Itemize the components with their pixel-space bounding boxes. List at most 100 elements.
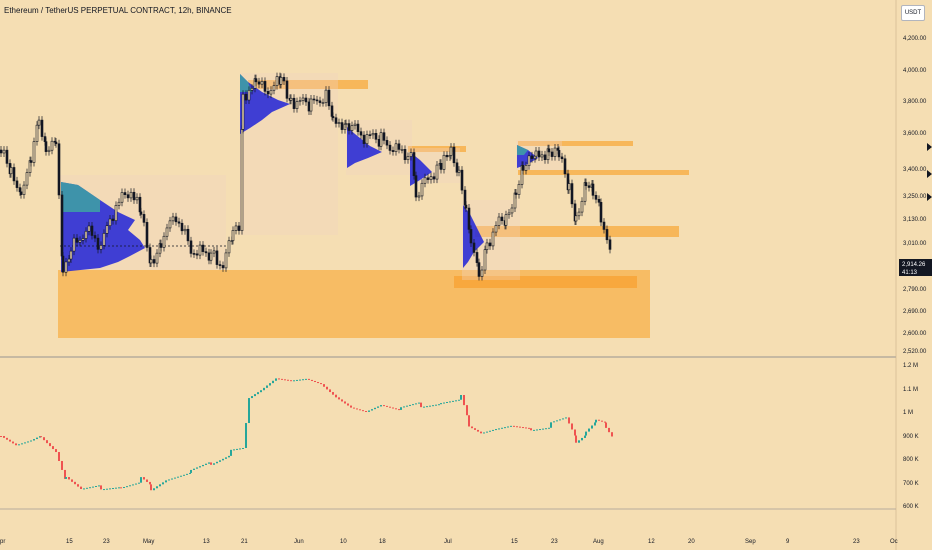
candle-body xyxy=(129,191,133,199)
volume-bar xyxy=(80,486,82,490)
time-axis[interactable]: pr 15 23 May 13 21 Jun 10 18 Jul 15 23 A… xyxy=(0,539,898,545)
currency-button[interactable]: USDT xyxy=(901,5,925,21)
candle-body xyxy=(318,100,322,103)
volume-bar xyxy=(356,408,358,410)
candle-body xyxy=(15,180,19,188)
volume-bar xyxy=(210,462,212,465)
volume-bar xyxy=(395,408,397,410)
candle-body xyxy=(347,123,351,131)
volume-bar xyxy=(174,477,176,479)
volume-bar xyxy=(260,390,262,393)
price-candles xyxy=(0,72,612,281)
volume-bar xyxy=(61,460,63,470)
volume-bar xyxy=(129,485,131,487)
volume-bar xyxy=(103,489,105,491)
candle-body xyxy=(414,175,418,198)
volume-bar xyxy=(418,402,420,404)
volume-bar xyxy=(230,449,232,456)
volume-bar xyxy=(100,485,102,490)
volume-bar xyxy=(516,426,518,428)
candle-body xyxy=(90,225,94,236)
candle-body xyxy=(409,152,413,157)
symbol-title[interactable]: Ethereum / TetherUS PERPETUAL CONTRACT, … xyxy=(4,6,232,15)
demand-zone-strip[interactable] xyxy=(454,276,637,288)
volume-bar xyxy=(398,409,400,411)
volume-pane[interactable] xyxy=(0,378,613,491)
supply-zone-jul-mid[interactable] xyxy=(518,170,689,175)
candle-body xyxy=(412,152,416,176)
candle-body xyxy=(29,160,33,163)
candle-body xyxy=(209,252,213,261)
price-tick: 2,690.00 xyxy=(903,309,927,315)
candle-body xyxy=(183,228,187,232)
candle-body xyxy=(186,228,190,242)
volume-bar xyxy=(208,462,210,464)
volume-bar xyxy=(305,378,307,380)
volume-bar xyxy=(77,484,79,487)
demand-zone-jul[interactable] xyxy=(475,226,679,237)
candle-body xyxy=(192,253,196,255)
candle-body xyxy=(469,229,473,244)
volume-bar xyxy=(92,486,94,488)
volume-bar xyxy=(278,378,280,380)
candle-body xyxy=(145,222,149,248)
volume-bar xyxy=(189,472,191,474)
supply-zone-jul-top[interactable] xyxy=(518,141,633,146)
bar-countdown: 41:13 xyxy=(902,270,918,276)
supply-zone-may[interactable] xyxy=(248,80,368,89)
volume-bar xyxy=(466,405,468,416)
supply-zone-jun[interactable] xyxy=(408,146,466,152)
candle-body xyxy=(312,98,316,101)
volume-bar xyxy=(440,403,442,405)
price-tick: 3,010.00 xyxy=(903,241,927,247)
candle-body xyxy=(237,225,241,231)
volume-bar xyxy=(18,444,20,446)
volume-bar xyxy=(156,486,158,489)
candle-body xyxy=(0,149,3,154)
volume-bar xyxy=(12,441,14,444)
candle-body xyxy=(602,221,606,230)
volume-bar xyxy=(556,420,558,422)
candle-body xyxy=(189,240,193,254)
volume-bar xyxy=(426,406,428,408)
volume-bar xyxy=(403,406,405,408)
volume-bar xyxy=(383,405,385,407)
candle-body xyxy=(61,255,65,273)
time-tick: 18 xyxy=(379,539,386,545)
candle-body xyxy=(135,196,139,201)
volume-bar xyxy=(320,383,322,385)
volume-tick: 1.1 M xyxy=(903,387,918,393)
candle-body xyxy=(417,195,421,198)
candle-body xyxy=(2,149,6,154)
volume-bar xyxy=(58,452,60,461)
volume-bar xyxy=(350,405,352,408)
candle-body xyxy=(155,252,159,264)
volume-bar xyxy=(242,447,244,449)
candle-body xyxy=(117,201,121,206)
candle-body xyxy=(244,93,248,101)
candle-body xyxy=(60,194,64,257)
candle-body xyxy=(527,155,531,167)
volume-bar xyxy=(9,439,11,442)
candle-body xyxy=(477,262,481,277)
candle-body xyxy=(426,177,430,180)
volume-bar xyxy=(591,425,593,429)
volume-bar xyxy=(24,442,26,444)
volume-bar xyxy=(522,427,524,429)
price-tick: 2,520.00 xyxy=(903,349,927,355)
candle-body xyxy=(391,150,395,152)
price-axis[interactable]: 4,200.00 4,000.00 3,800.00 3,600.00 3,40… xyxy=(899,36,932,355)
candle-body xyxy=(597,199,601,203)
time-tick: 23 xyxy=(103,539,110,545)
volume-bar xyxy=(420,402,422,408)
volume-bar xyxy=(525,427,527,429)
candle-body xyxy=(114,205,118,221)
candle-body xyxy=(587,185,591,188)
volume-bar xyxy=(126,486,128,488)
volume-bar xyxy=(138,482,140,484)
candle-body xyxy=(331,116,335,119)
volume-bar xyxy=(423,406,425,408)
volume-axis[interactable]: 1.2 M 1.1 M 1 M 900 K 800 K 700 K 600 K xyxy=(903,363,919,510)
candle-body xyxy=(215,250,219,265)
